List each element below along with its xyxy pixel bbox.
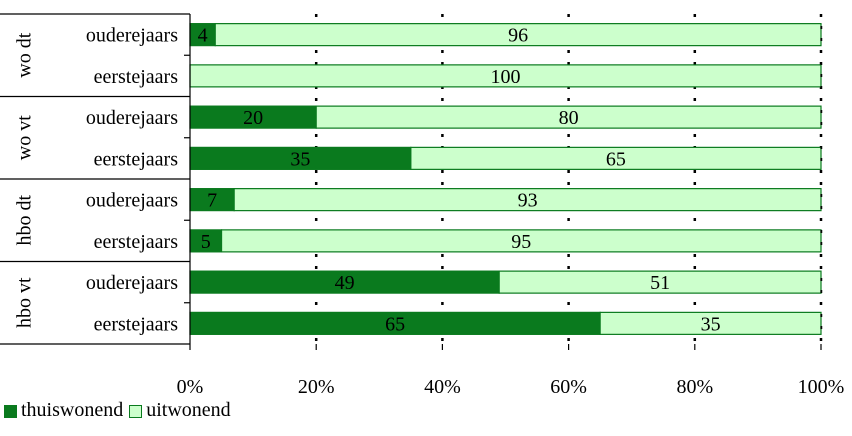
legend-item-thuiswonend: thuiswonend [4, 399, 123, 422]
data-label: 96 [508, 25, 528, 47]
data-label: 5 [201, 231, 211, 253]
bar-uitwonend [233, 188, 822, 212]
bar-uitwonend [599, 311, 822, 335]
category-label: ouderejaars [86, 190, 178, 212]
legend-item-uitwonend: uitwonend [129, 399, 231, 422]
category-label: eerstejaars [94, 313, 179, 335]
data-label: 35 [701, 313, 721, 335]
data-label: 51 [650, 272, 670, 294]
category-label: ouderejaars [86, 272, 178, 294]
data-label: 4 [198, 25, 208, 47]
x-tick-label: 40% [424, 376, 461, 398]
group-label: wo vt [14, 115, 36, 160]
data-label: 35 [290, 148, 310, 170]
category-label: eerstejaars [94, 148, 179, 170]
legend-label-thuiswonend: thuiswonend [21, 399, 124, 421]
data-label: 65 [606, 148, 626, 170]
category-label: ouderejaars [86, 107, 178, 129]
bar-uitwonend [220, 229, 822, 253]
category-label: eerstejaars [94, 66, 179, 88]
bar-uitwonend [315, 105, 822, 129]
data-label: 49 [335, 272, 355, 294]
data-label: 65 [385, 313, 405, 335]
x-tick-label: 0% [177, 376, 204, 398]
bar-uitwonend [214, 23, 822, 47]
legend: thuiswonend uitwonend [4, 399, 237, 422]
group-label: wo dt [14, 32, 36, 77]
x-tick-label: 60% [550, 376, 587, 398]
x-tick-label: 20% [298, 376, 335, 398]
data-label: 7 [207, 190, 217, 212]
bar-uitwonend [498, 270, 822, 294]
group-label: hbo dt [14, 195, 36, 246]
legend-swatch-thuiswonend [4, 405, 17, 418]
legend-swatch-uitwonend [129, 405, 143, 418]
x-tick-label: 100% [798, 376, 845, 398]
data-label: 80 [559, 107, 579, 129]
legend-label-uitwonend: uitwonend [146, 399, 231, 421]
data-label: 100 [491, 66, 521, 88]
data-label: 95 [511, 231, 531, 253]
data-label: 20 [243, 107, 263, 129]
x-tick-label: 80% [676, 376, 713, 398]
data-label: 93 [518, 190, 538, 212]
category-label: eerstejaars [94, 231, 179, 253]
group-label: hbo vt [14, 277, 36, 328]
category-label: ouderejaars [86, 25, 178, 47]
